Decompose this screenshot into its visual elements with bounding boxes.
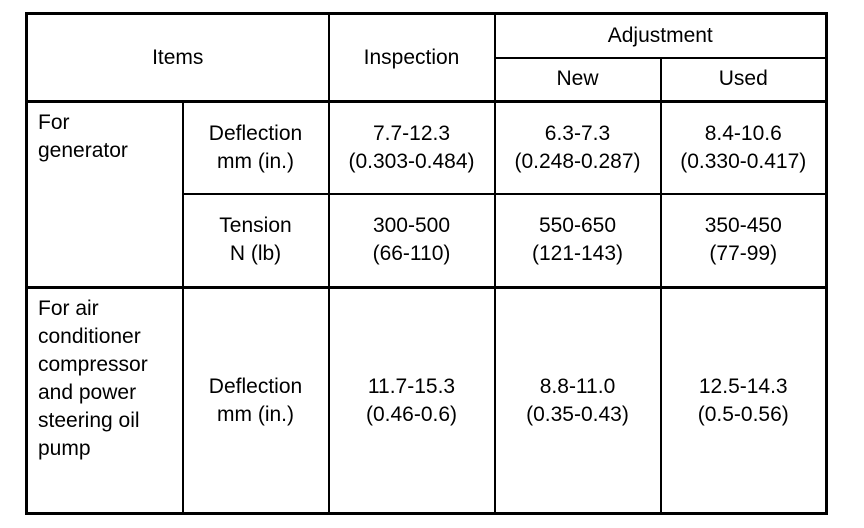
row-label-generator: For generator: [25, 100, 184, 289]
value-inspection: 7.7-12.3 (0.303-0.484): [327, 100, 496, 195]
label-line: pump: [38, 437, 91, 460]
label-line: and power: [38, 381, 137, 404]
value-metric: 7.7-12.3: [372, 121, 451, 145]
value-imperial: (0.248-0.287): [514, 149, 641, 173]
label-line: conditioner: [38, 325, 141, 348]
label-line: compressor: [38, 353, 148, 376]
table-row: For generator Deflection mm (in.) 7.7-12…: [25, 100, 828, 289]
value-metric: 8.4-10.6: [704, 121, 782, 145]
header-new: New: [493, 56, 662, 103]
value-inspection: 11.7-15.3 (0.46-0.6): [327, 286, 496, 515]
header-adjustment: Adjustment: [493, 12, 828, 59]
value-metric: 11.7-15.3: [367, 374, 456, 398]
value-imperial: (0.46-0.6): [365, 402, 458, 426]
value-used: 8.4-10.6 (0.330-0.417): [659, 100, 828, 195]
item-tension: Tension N (lb): [181, 192, 330, 289]
value-new: 6.3-7.3 (0.248-0.287): [493, 100, 662, 195]
table-row: For air conditioner compressor and power…: [25, 286, 828, 515]
item-unit: mm (in.): [217, 149, 294, 173]
header-inspection: Inspection: [327, 12, 496, 103]
value-new: 550-650 (121-143): [493, 192, 662, 289]
value-imperial: (0.303-0.484): [348, 149, 475, 173]
header-items: Items: [25, 12, 330, 103]
table-row: Tension N (lb) 300-500 (66-110) 550-650 …: [27, 192, 828, 289]
value-imperial: (0.35-0.43): [526, 402, 629, 426]
label-line: generator: [38, 139, 128, 162]
value-imperial: (77-99): [709, 242, 778, 266]
value-imperial: (0.330-0.417): [680, 149, 807, 173]
value-metric: 6.3-7.3: [544, 121, 611, 145]
item-deflection: Deflection mm (in.): [181, 286, 330, 515]
label-line: For air: [38, 297, 99, 320]
header-used: Used: [659, 56, 828, 103]
value-inspection: 300-500 (66-110): [327, 192, 496, 289]
value-metric: 300-500: [372, 214, 451, 238]
item-deflection: Deflection mm (in.): [181, 100, 330, 195]
item-unit: mm (in.): [217, 402, 294, 426]
label-line: steering oil: [38, 409, 140, 432]
value-used: 12.5-14.3 (0.5-0.56): [659, 286, 828, 515]
value-new: 8.8-11.0 (0.35-0.43): [493, 286, 662, 515]
item-unit: N (lb): [229, 242, 282, 266]
value-metric: 8.8-11.0: [539, 374, 616, 398]
value-metric: 350-450: [704, 214, 782, 238]
value-metric: 12.5-14.3: [698, 374, 788, 398]
value-metric: 550-650: [538, 214, 617, 238]
item-name: Deflection: [208, 121, 303, 145]
value-imperial: (121-143): [531, 242, 624, 266]
label-line: For: [38, 111, 70, 134]
value-imperial: (0.5-0.56): [697, 402, 789, 426]
belt-spec-table: Items Inspection Adjustment New Used For…: [25, 12, 828, 515]
item-name: Tension: [219, 214, 292, 238]
value-imperial: (66-110): [372, 242, 451, 266]
value-used: 350-450 (77-99): [659, 192, 828, 289]
row-label-air-conditioner: For air conditioner compressor and power…: [25, 286, 184, 515]
item-name: Deflection: [208, 374, 303, 398]
